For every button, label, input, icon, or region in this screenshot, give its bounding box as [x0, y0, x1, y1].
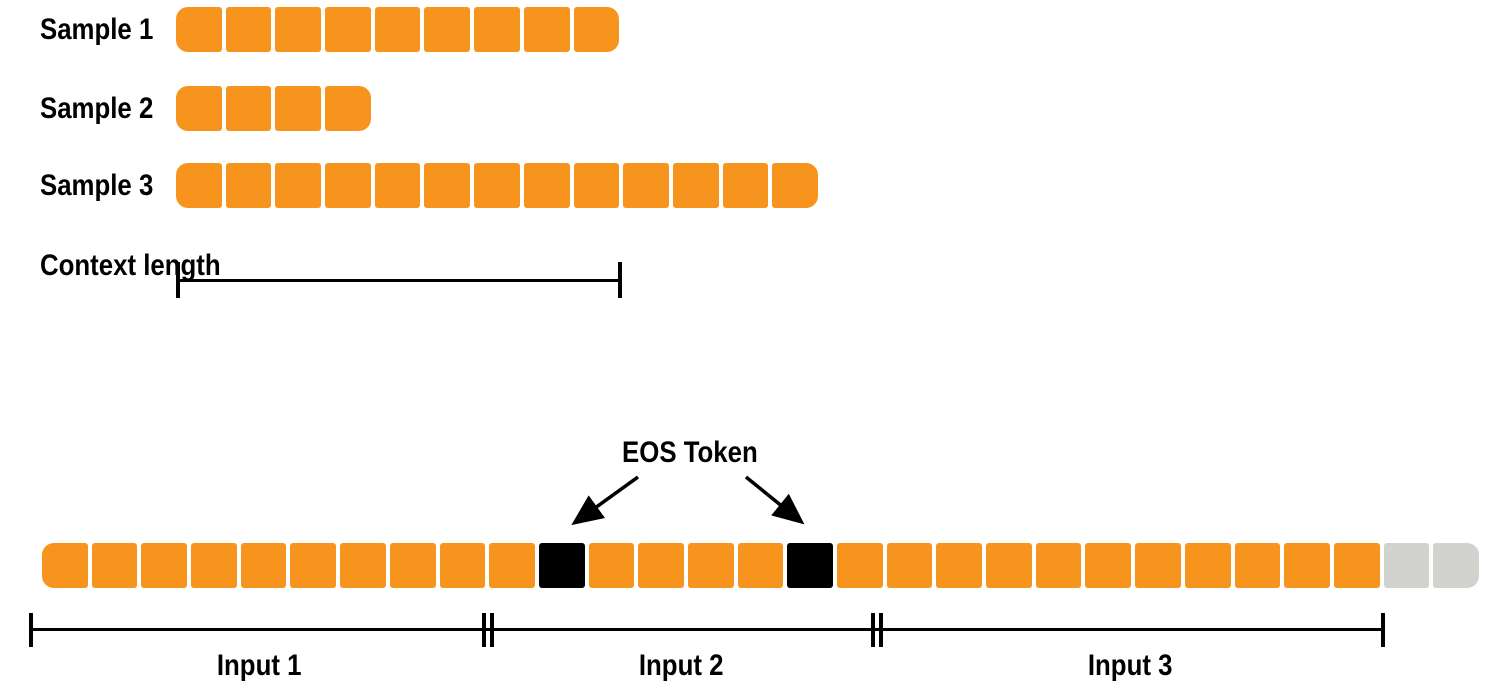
bracket-divider-2-tick-b: [879, 613, 883, 647]
token-cell: [290, 543, 337, 588]
token-cell: [687, 543, 734, 588]
context-length-left-tick: [176, 262, 180, 298]
bracket-divider-2-tick-a: [871, 613, 875, 647]
token-cell: [1333, 543, 1380, 588]
padding-cell: [1433, 543, 1479, 588]
sample-3-label: Sample 3: [40, 163, 172, 208]
sample-2-row: Sample 2: [0, 86, 1486, 131]
sample-1-label-text: Sample 1: [40, 13, 154, 46]
token-cell: [275, 86, 322, 131]
token-cell: [424, 7, 471, 52]
token-cell: [389, 543, 436, 588]
sample-3-tokens: [176, 163, 818, 208]
context-length-line: [178, 279, 622, 282]
token-cell: [225, 163, 272, 208]
token-cell: [474, 7, 520, 52]
sample-2-tokens: [176, 86, 371, 131]
token-cell: [573, 7, 620, 52]
token-cell: [1234, 543, 1281, 588]
token-cell: [225, 86, 272, 131]
input-1-label: Input 1: [31, 648, 487, 684]
token-cell: [737, 543, 784, 588]
input-bracket-line: [31, 628, 1385, 631]
sample-1-row: Sample 1: [0, 7, 1486, 52]
sample-2-label-text: Sample 2: [40, 92, 154, 125]
token-cell: [623, 163, 669, 208]
token-cell: [986, 543, 1032, 588]
token-cell: [325, 7, 371, 52]
token-cell: [176, 163, 222, 208]
token-cell: [672, 163, 719, 208]
token-cell: [1085, 543, 1132, 588]
token-cell: [374, 7, 421, 52]
token-cell: [837, 543, 883, 588]
context-length-label-text: Context length: [40, 249, 221, 282]
input-1-label-text: Input 1: [216, 649, 302, 682]
bracket-divider-1-tick-a: [482, 613, 486, 647]
sample-3-row: Sample 3: [0, 163, 1486, 208]
token-cell: [588, 543, 635, 588]
eos-arrow-left: [571, 475, 640, 526]
token-cell: [91, 543, 138, 588]
token-cell: [1184, 543, 1231, 588]
token-cell: [722, 163, 769, 208]
token-cell: [523, 163, 570, 208]
eos-token-label: EOS Token: [565, 436, 815, 470]
input-3-label: Input 3: [876, 648, 1385, 684]
token-cell: [275, 163, 322, 208]
bracket-right-tick: [1381, 613, 1385, 647]
token-cell: [474, 163, 520, 208]
token-cell: [191, 543, 237, 588]
sample-1-label: Sample 1: [40, 7, 172, 52]
token-cell: [772, 163, 818, 208]
token-cell: [1035, 543, 1082, 588]
bracket-divider-1-tick-b: [490, 613, 494, 647]
token-cell: [573, 163, 620, 208]
token-cell: [141, 543, 188, 588]
token-cell: [240, 543, 287, 588]
token-cell: [489, 543, 535, 588]
context-length-label: Context length: [40, 246, 221, 286]
token-cell: [176, 7, 222, 52]
eos-token-label-text: EOS Token: [622, 436, 758, 469]
context-length-right-tick: [618, 262, 622, 298]
token-cell: [325, 163, 371, 208]
token-cell: [1284, 543, 1330, 588]
token-cell: [936, 543, 983, 588]
token-cell: [374, 163, 421, 208]
token-cell: [523, 7, 570, 52]
packed-sequence-cells: [42, 543, 1479, 588]
token-cell: [439, 543, 486, 588]
sample-3-label-text: Sample 3: [40, 169, 154, 202]
input-2-label-text: Input 2: [639, 649, 724, 682]
token-cell: [42, 543, 88, 588]
input-3-label-text: Input 3: [1088, 649, 1173, 682]
sample-1-tokens: [176, 7, 620, 52]
token-cell: [225, 7, 272, 52]
eos-arrow-right: [744, 475, 805, 525]
token-cell: [638, 543, 684, 588]
token-cell: [275, 7, 322, 52]
padding-cell: [1383, 543, 1430, 588]
token-cell: [340, 543, 386, 588]
token-cell: [886, 543, 933, 588]
token-cell: [325, 86, 371, 131]
eos-token-cell: [538, 543, 585, 588]
token-cell: [176, 86, 222, 131]
token-cell: [1135, 543, 1181, 588]
sample-2-label: Sample 2: [40, 86, 172, 131]
packed-sequence-row: [0, 543, 1486, 588]
bracket-left-tick: [29, 613, 33, 647]
eos-token-cell: [787, 543, 833, 588]
input-2-label: Input 2: [487, 648, 876, 684]
token-cell: [424, 163, 471, 208]
